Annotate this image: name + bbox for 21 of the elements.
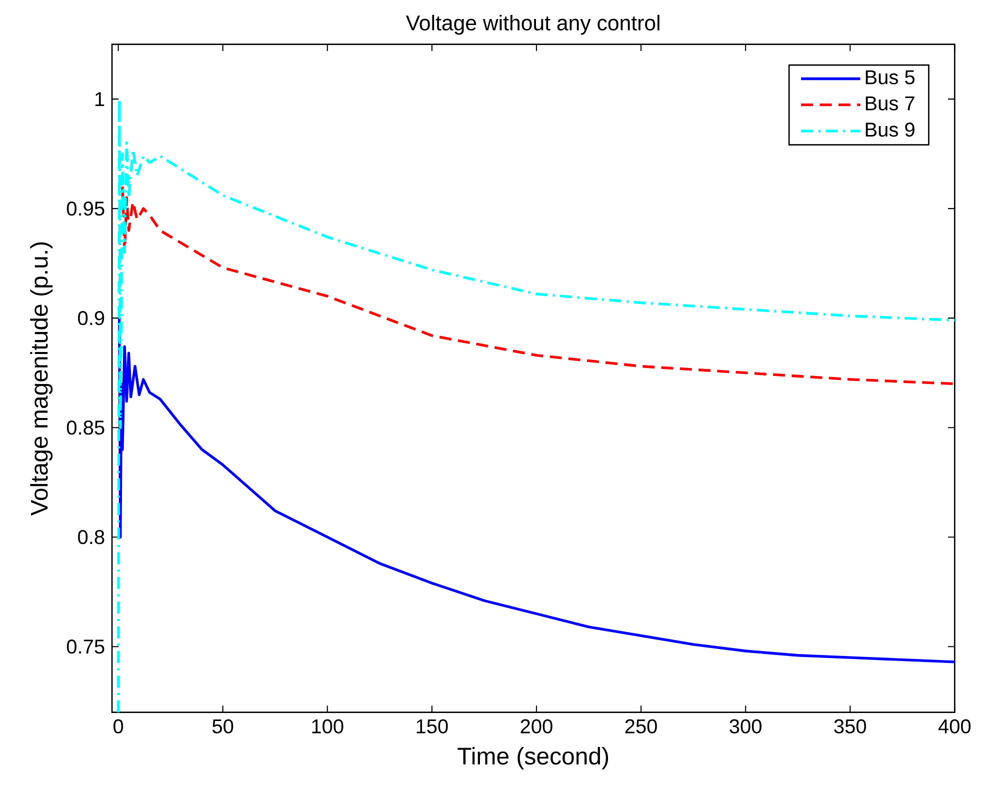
- x-tick-label: 200: [520, 719, 552, 734]
- y-tick-label: 0.9: [78, 311, 104, 326]
- y-tick-label: 0.85: [66, 420, 104, 435]
- y-tick-label: 1: [95, 92, 104, 106]
- x-tick-label: 0: [113, 719, 124, 734]
- legend-label: Bus 9: [866, 122, 914, 137]
- y-tick-label: 0.8: [78, 530, 104, 544]
- x-tick-label: 250: [625, 719, 657, 734]
- legend-label: Bus 5: [866, 70, 915, 84]
- y-tick-label: 0.95: [66, 201, 104, 216]
- x-tick-label: 350: [834, 719, 866, 734]
- x-tick-label: 50: [212, 719, 234, 734]
- x-tick-label: 100: [312, 719, 344, 734]
- legend-label: Bus 7: [866, 96, 914, 110]
- x-tick-label: 400: [938, 719, 971, 734]
- y-axis-title: Voltage magenitude (p.u.): [30, 242, 53, 516]
- x-axis-title: Time (second): [458, 747, 608, 770]
- x-tick-label: 150: [416, 719, 448, 734]
- chart-title: Voltage without any control: [406, 14, 660, 35]
- x-tick-label: 300: [730, 719, 762, 734]
- y-tick-label: 0.75: [66, 640, 104, 654]
